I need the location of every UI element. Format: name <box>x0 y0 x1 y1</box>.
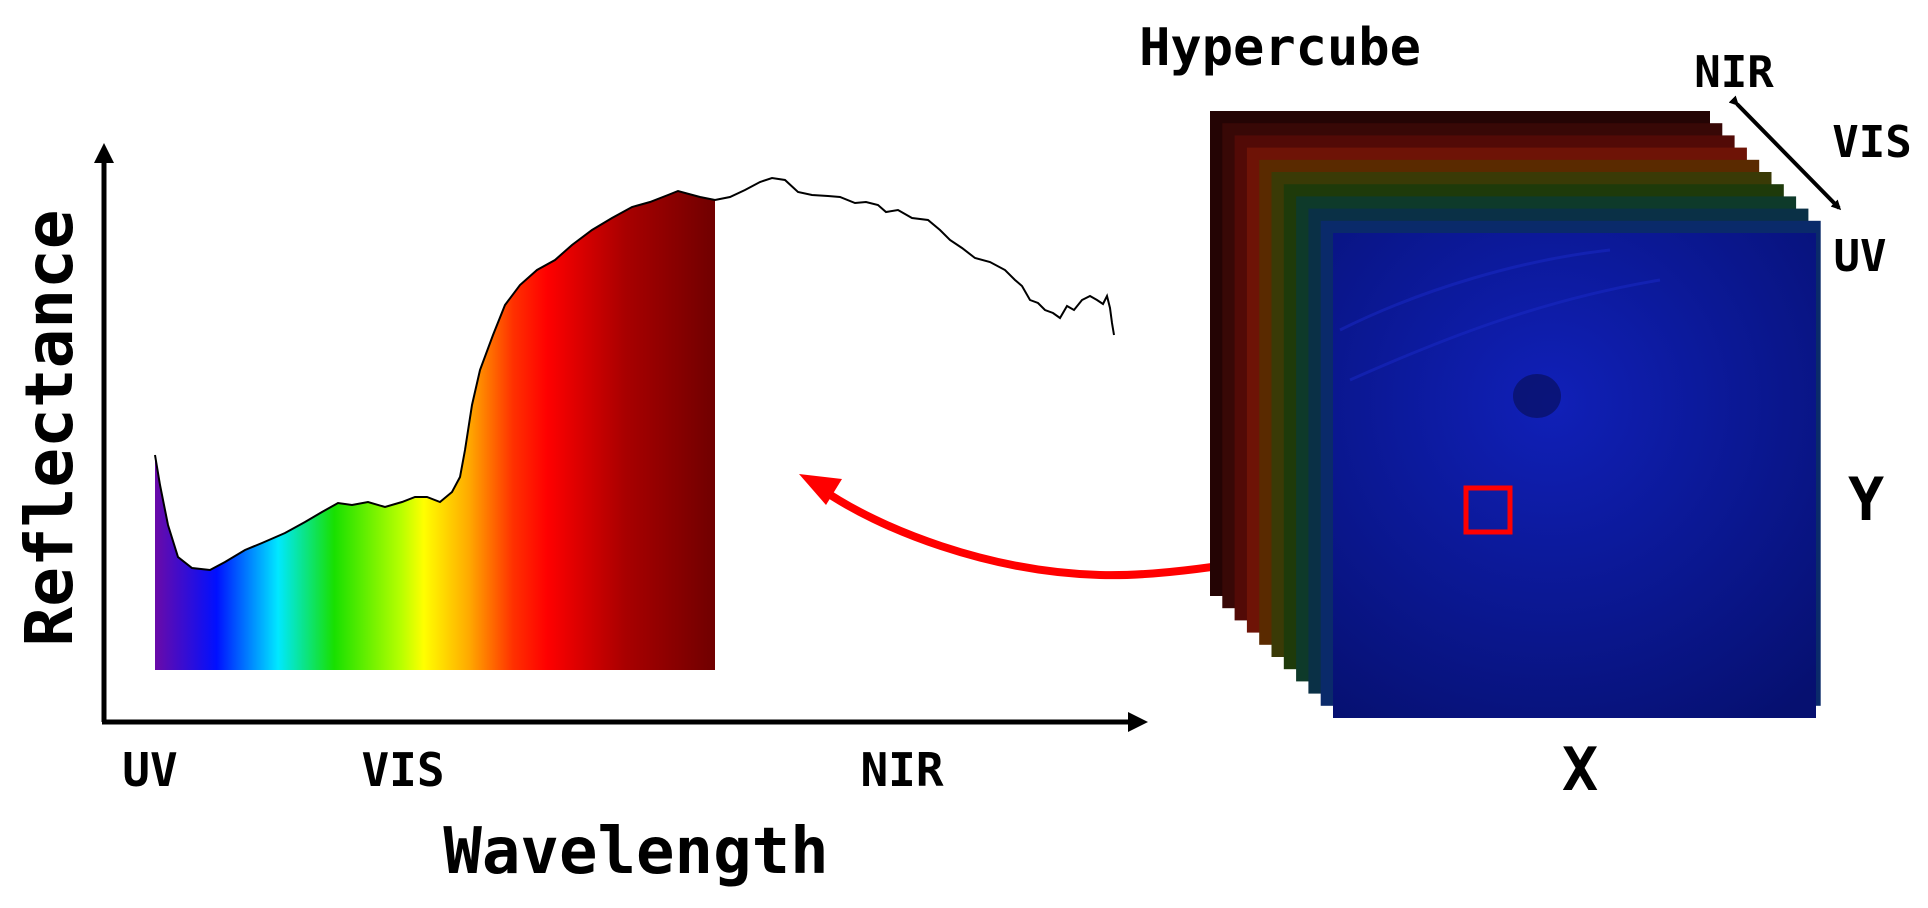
cube-y-label: Y <box>1848 465 1884 535</box>
x-tick-uv: UV <box>122 743 177 797</box>
band-label-vis: VIS <box>1832 117 1911 168</box>
cube-x-label: X <box>1562 735 1598 805</box>
hypercube-title: Hypercube <box>1139 18 1421 78</box>
front-band-texture <box>1513 374 1561 418</box>
arrow-head <box>799 474 842 505</box>
band-label-uv: UV <box>1834 231 1887 282</box>
band-label-nir: NIR <box>1694 47 1774 98</box>
spectrum-fill <box>155 191 715 670</box>
hypercube: Hypercube NIR VIS UV X Y <box>1139 18 1912 805</box>
y-axis-arrowhead <box>94 143 114 163</box>
front-band-image <box>1333 233 1816 718</box>
x-tick-nir: NIR <box>860 743 943 797</box>
spectrum-plot: Reflectance Wavelength UV VIS NIR <box>11 143 1148 889</box>
x-axis-arrowhead <box>1128 712 1148 732</box>
band-direction-arrow <box>1728 95 1842 211</box>
selected-pixel-box <box>1463 485 1513 535</box>
x-axis-label: Wavelength <box>443 815 828 889</box>
reflectance-curve <box>154 176 1115 572</box>
front-band-streaks <box>1339 248 1661 382</box>
y-axis-label: Reflectance <box>11 209 88 646</box>
x-tick-vis: VIS <box>361 743 444 797</box>
